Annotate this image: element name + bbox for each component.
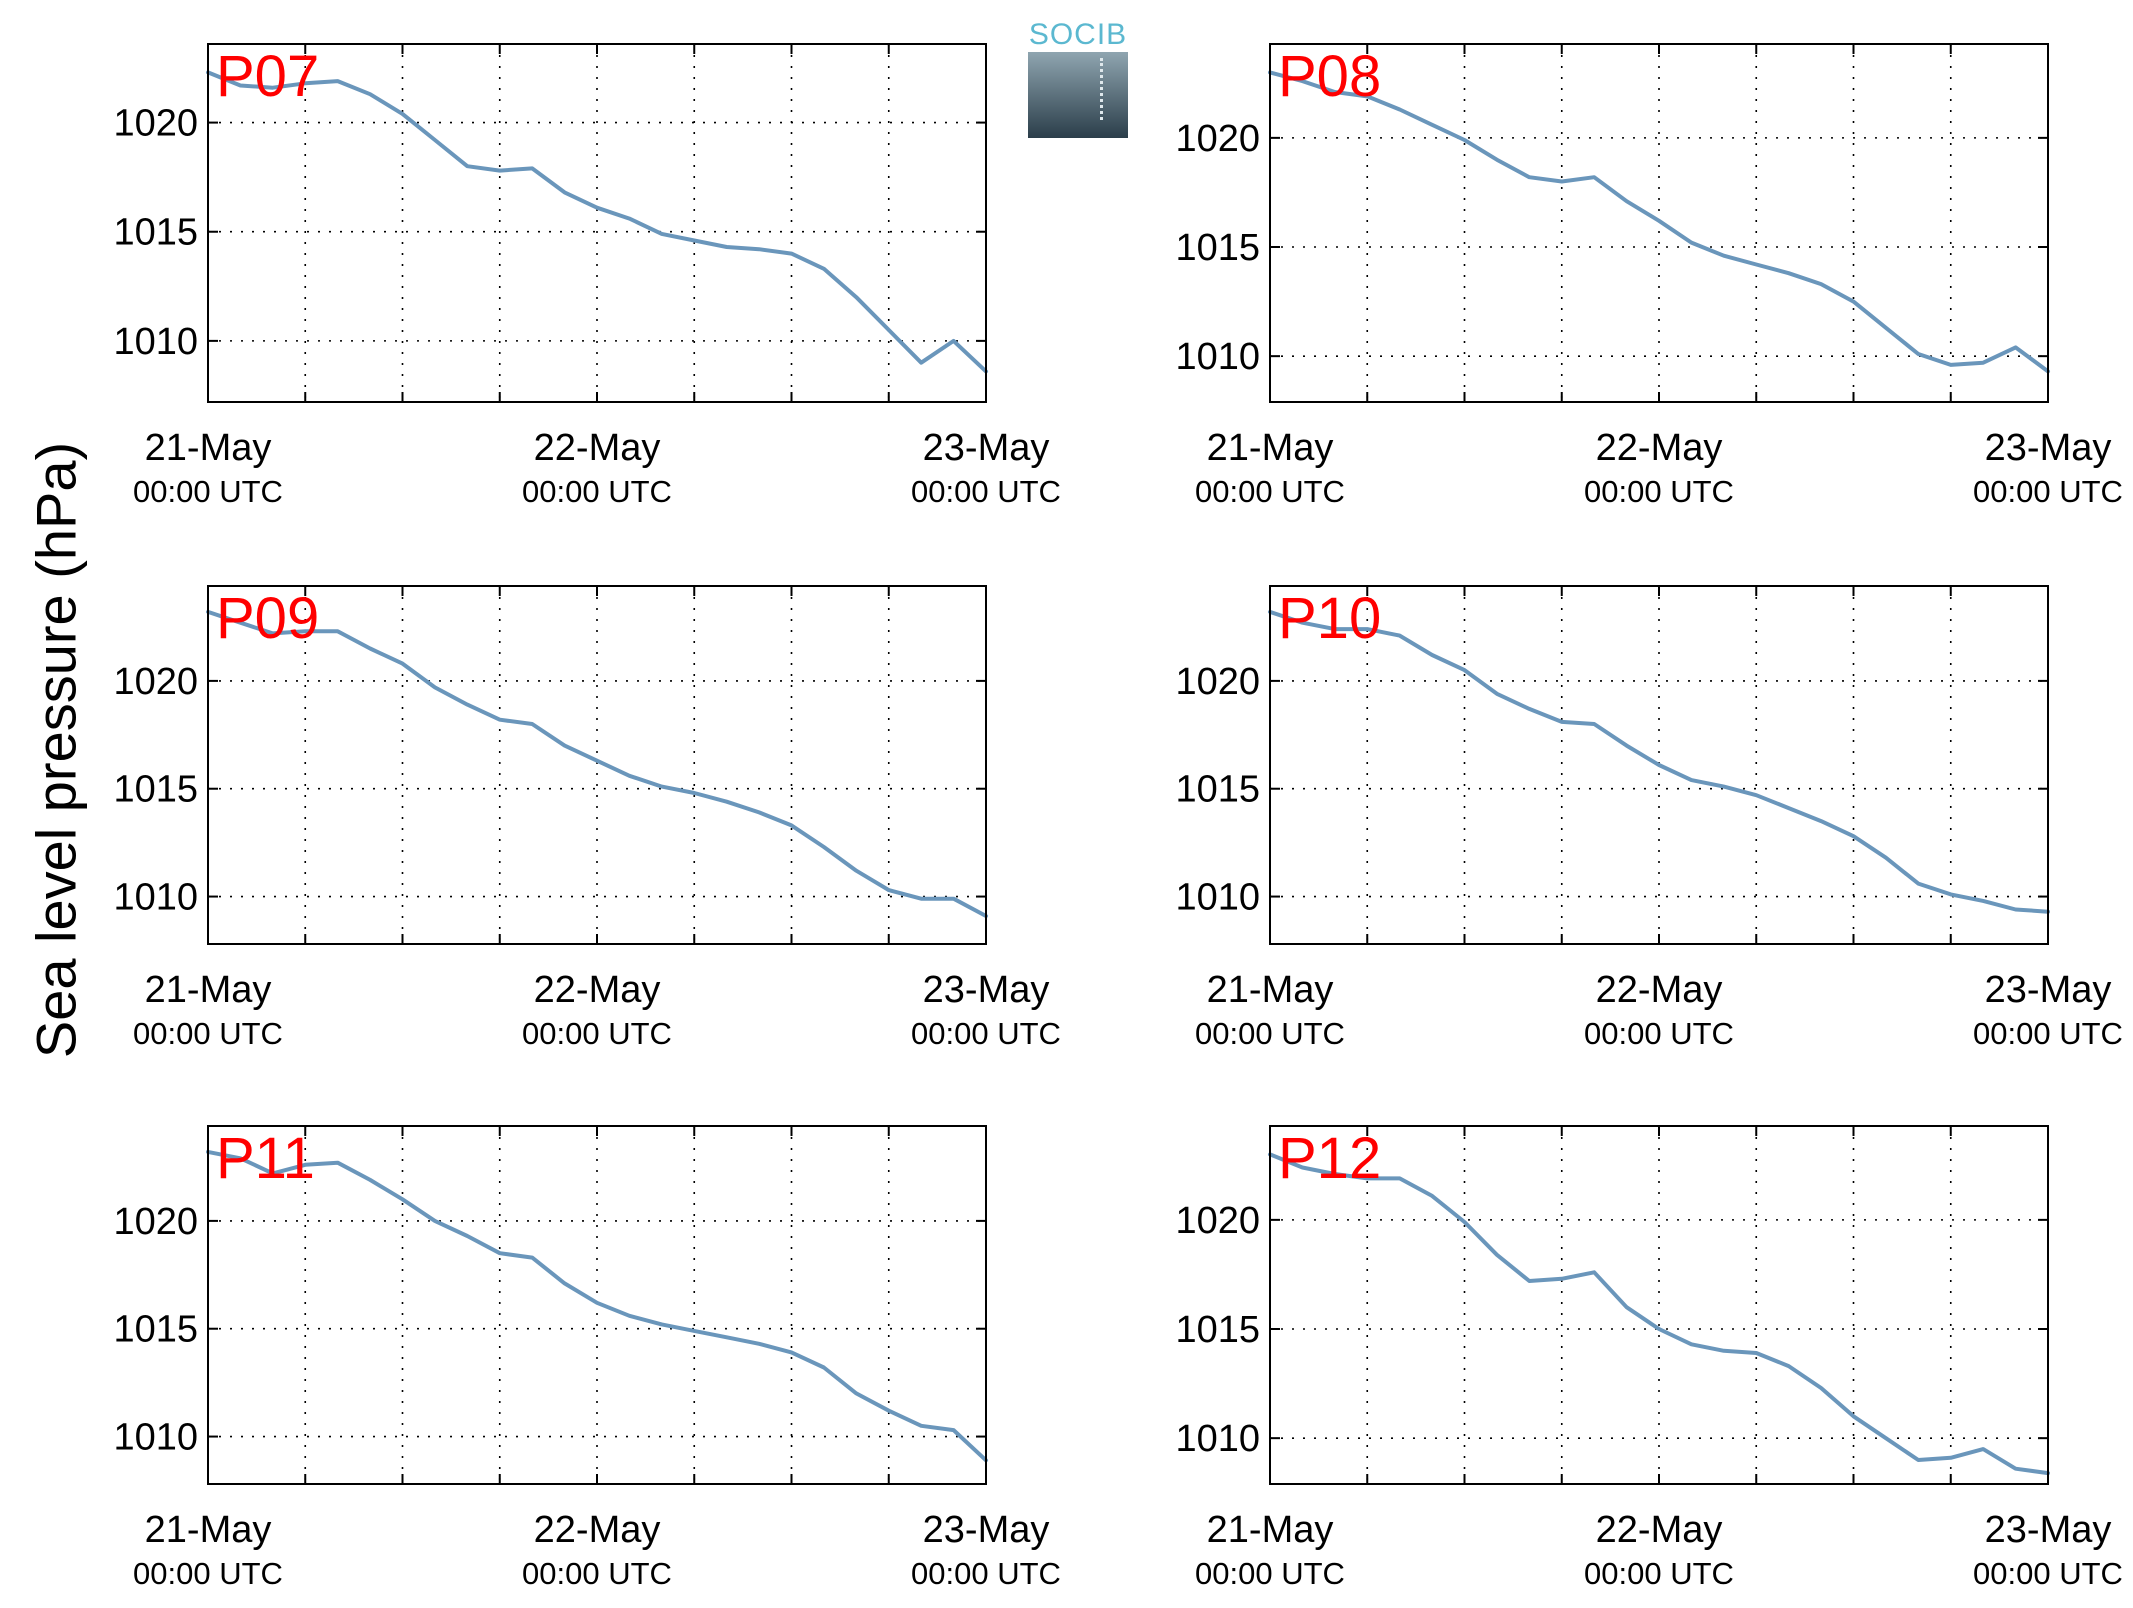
x-tick-label-date: 22-May [534, 969, 661, 1011]
x-tick-label-date: 21-May [1207, 427, 1334, 469]
x-tick-label-time: 00:00 UTC [1195, 1016, 1345, 1051]
axes-box [207, 1125, 987, 1485]
x-tick-label-date: 22-May [1596, 1509, 1723, 1551]
y-tick-label: 1015 [1175, 769, 1260, 811]
x-tick-label-time: 00:00 UTC [1584, 474, 1734, 509]
y-tick-label: 1010 [1175, 336, 1260, 378]
x-tick-label-date: 23-May [923, 1509, 1050, 1551]
series-line [1268, 1152, 2050, 1476]
x-tick-label-date: 21-May [145, 427, 272, 469]
panel-p10: 1010 1015 1020 21-May 00:00 UTC 22-May 00:00 U… [1175, 585, 2123, 1051]
x-tick-label-time: 00:00 UTC [133, 1016, 283, 1051]
y-tick-label: 1015 [113, 1309, 198, 1351]
x-tick-label-time: 00:00 UTC [522, 474, 672, 509]
panel-p09: 1010 1015 1020 21-May 00:00 UTC 22-May 00:00 U… [113, 585, 1061, 1051]
y-tick-label: 1020 [1175, 661, 1260, 703]
panel-label: P08 [1278, 44, 1381, 109]
x-tick-label-date: 23-May [1985, 1509, 2112, 1551]
panel-p08: 1010 1015 1020 21-May 00:00 UTC 22-May 00:00 U… [1175, 43, 2123, 509]
x-tick-label-date: 23-May [1985, 427, 2112, 469]
panel-label: P10 [1278, 586, 1381, 651]
socib-logo-text: SOCIB [1028, 18, 1128, 51]
socib-logo-stripe [1100, 58, 1105, 120]
x-tick-label-time: 00:00 UTC [1973, 1556, 2123, 1591]
y-tick-label: 1010 [113, 1417, 198, 1459]
x-tick-label-time: 00:00 UTC [1195, 1556, 1345, 1591]
y-tick-label: 1020 [1175, 1200, 1260, 1242]
panel-p11: 1010 1015 1020 21-May 00:00 UTC 22-May 00:00 U… [113, 1125, 1061, 1591]
series-line [1268, 609, 2050, 914]
x-tick-label-time: 00:00 UTC [1973, 1016, 2123, 1051]
x-tick-label-time: 00:00 UTC [1973, 474, 2123, 509]
x-tick-label-time: 00:00 UTC [1584, 1556, 1734, 1591]
axes-box [207, 43, 987, 403]
series-line [206, 609, 988, 918]
x-tick-label-time: 00:00 UTC [1584, 1016, 1734, 1051]
panel-p07: 1010 1015 1020 21-May 00:00 UTC 22-May 00:00 U… [113, 43, 1061, 509]
socib-logo: SOCIB [1028, 18, 1128, 138]
y-tick-label: 1010 [1175, 1418, 1260, 1460]
series-line [206, 1149, 988, 1463]
x-tick-label-date: 22-May [1596, 969, 1723, 1011]
x-tick-label-date: 23-May [923, 427, 1050, 469]
x-tick-label-date: 22-May [1596, 427, 1723, 469]
y-tick-label: 1010 [113, 321, 198, 363]
panel-label: P11 [216, 1126, 315, 1191]
y-tick-label: 1020 [113, 103, 198, 145]
panel-label: P12 [1278, 1126, 1381, 1191]
x-tick-label-time: 00:00 UTC [1195, 474, 1345, 509]
x-tick-label-date: 21-May [145, 969, 272, 1011]
x-tick-label-time: 00:00 UTC [911, 474, 1061, 509]
x-tick-label-date: 22-May [534, 427, 661, 469]
socib-logo-block [1028, 52, 1128, 138]
panel-p12: 1010 1015 1020 21-May 00:00 UTC 22-May 00:00 U… [1175, 1125, 2123, 1591]
x-tick-label-date: 21-May [145, 1509, 272, 1551]
x-tick-label-time: 00:00 UTC [522, 1016, 672, 1051]
x-tick-label-time: 00:00 UTC [911, 1556, 1061, 1591]
x-tick-label-date: 23-May [1985, 969, 2112, 1011]
y-tick-label: 1020 [1175, 118, 1260, 160]
panel-label: P07 [216, 44, 319, 109]
axes-box [207, 585, 987, 945]
series-line [1268, 70, 2050, 374]
x-tick-label-date: 23-May [923, 969, 1050, 1011]
x-tick-label-date: 21-May [1207, 969, 1334, 1011]
series-line [206, 70, 988, 374]
y-tick-label: 1015 [1175, 1309, 1260, 1351]
x-tick-label-time: 00:00 UTC [911, 1016, 1061, 1051]
y-tick-label: 1010 [1175, 877, 1260, 919]
y-tick-label: 1020 [113, 661, 198, 703]
x-tick-label-date: 21-May [1207, 1509, 1334, 1551]
y-tick-label: 1015 [1175, 227, 1260, 269]
y-tick-label: 1020 [113, 1201, 198, 1243]
y-tick-label: 1015 [113, 769, 198, 811]
x-tick-label-time: 00:00 UTC [133, 1556, 283, 1591]
x-tick-label-time: 00:00 UTC [522, 1556, 672, 1591]
y-tick-label: 1015 [113, 212, 198, 254]
y-tick-label: 1010 [113, 877, 198, 919]
x-tick-label-time: 00:00 UTC [133, 474, 283, 509]
panel-label: P09 [216, 586, 319, 651]
x-tick-label-date: 22-May [534, 1509, 661, 1551]
